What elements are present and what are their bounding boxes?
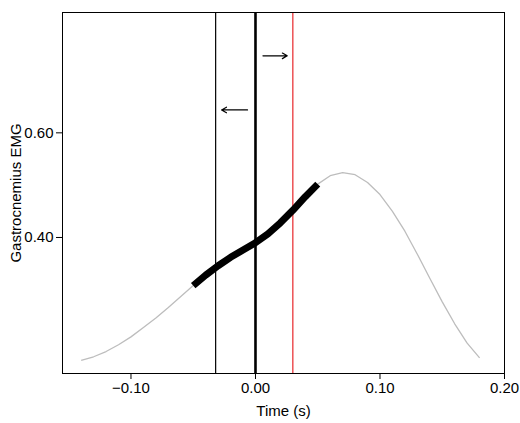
svg-text:0.00: 0.00 bbox=[241, 379, 270, 396]
svg-text:0.10: 0.10 bbox=[365, 379, 394, 396]
svg-text:0.40: 0.40 bbox=[24, 228, 53, 245]
svg-text:Gastrocnemius EMG: Gastrocnemius EMG bbox=[7, 123, 24, 262]
svg-text:0.60: 0.60 bbox=[24, 124, 53, 141]
svg-text:0.20: 0.20 bbox=[490, 379, 519, 396]
svg-text:Time (s): Time (s) bbox=[256, 402, 310, 419]
svg-text:−0.10: −0.10 bbox=[112, 379, 150, 396]
